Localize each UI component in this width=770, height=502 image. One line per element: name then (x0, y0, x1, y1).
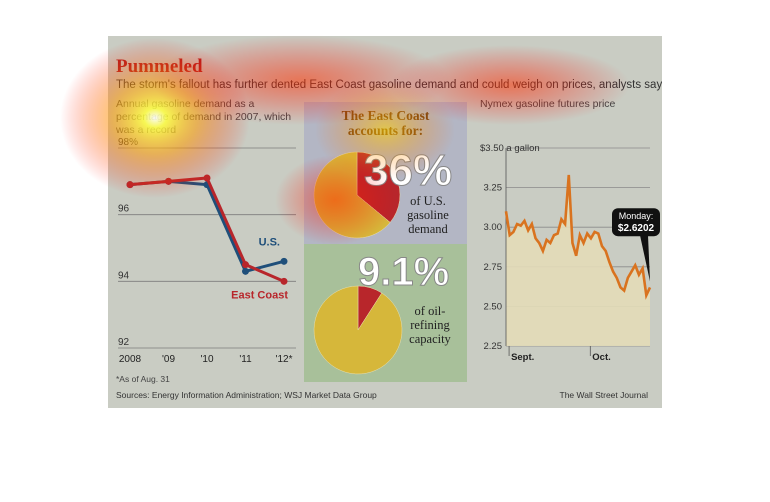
data-point (165, 177, 172, 185)
x-tick-label: 2008 (119, 354, 142, 365)
page-title: Pummeled (116, 56, 203, 77)
left-chart-label: Annual gasoline demand as a percentage o… (116, 98, 292, 136)
y-tick-label: 2.75 (484, 262, 503, 273)
pct2-caption: of oil- refining capacity (394, 304, 466, 346)
east-coast-demand-panel: The East Coast accounts for: 36% of U.S.… (304, 102, 467, 244)
data-point (126, 181, 134, 189)
y-tick-label: 3.00 (484, 222, 503, 233)
callout-value: $2.6202 (618, 223, 655, 234)
data-point (242, 261, 249, 269)
x-tick-label: Sept. (511, 352, 534, 363)
demand-line-chart: 92 94 96 98% 2008 '09 '10 '11 '12* U.S. East Coast (118, 137, 296, 365)
pct2-caption-line: of oil- (414, 304, 446, 318)
data-point (280, 277, 288, 285)
y-tick-label: 94 (118, 270, 130, 281)
pct2-caption-line: capacity (409, 332, 451, 346)
callout-line: Monday: (619, 211, 654, 221)
x-tick-label: '09 (162, 354, 175, 365)
refining-capacity-panel: 9.1% of oil- refining capacity (304, 244, 467, 382)
legend-label: East Coast (231, 289, 288, 301)
y-tick-label: $3.50 a gallon (480, 143, 540, 154)
middle-heading: The East Coast accounts for: (304, 108, 467, 138)
infographic-card: Pummeled The storm's fallout has further… (108, 36, 662, 408)
callout-bubble (612, 208, 660, 237)
pie-chart-refining (313, 285, 403, 375)
heading-line-1: The East Coast (341, 108, 430, 123)
pct-36: 36% (363, 146, 453, 196)
pct1-caption-line: demand (408, 222, 448, 236)
pct1-caption: of U.S. gasoline demand (392, 194, 464, 236)
x-tick-label: Oct. (592, 352, 610, 363)
pct1-caption-line: gasoline (407, 208, 449, 222)
pct-9-1: 9.1% (357, 250, 450, 295)
sources: Sources: Energy Information Administrati… (116, 390, 377, 400)
data-point (242, 267, 249, 275)
x-tick-label: '12* (276, 354, 293, 365)
y-tick-label: 92 (118, 337, 130, 348)
futures-price-chart: 2.25 2.50 2.75 3.00 3.25 $3.50 a gallon Sept. O… (480, 143, 660, 363)
price-area (506, 174, 650, 346)
credit: The Wall Street Journal (559, 390, 649, 400)
pct2-caption-line: refining (410, 318, 450, 332)
y-tick-label: 3.25 (484, 183, 503, 194)
y-tick-label: 2.50 (484, 301, 503, 312)
price-line (504, 174, 652, 300)
y-tick-label: 98% (118, 137, 138, 148)
right-chart-label: Nymex gasoline futures price (480, 98, 616, 110)
y-tick-label: 2.25 (484, 341, 503, 352)
y-tick-label: 96 (118, 204, 130, 215)
x-tick-label: '10 (200, 354, 213, 365)
legend-label: U.S. (259, 236, 280, 248)
heading-line-2: accounts for: (347, 123, 424, 138)
footnote: *As of Aug. 31 (116, 374, 170, 384)
pct1-caption-line: of U.S. (410, 194, 446, 208)
series-line (129, 179, 285, 274)
pie-slice (313, 285, 403, 375)
data-point (203, 174, 211, 182)
x-tick-label: '11 (239, 354, 252, 365)
subtitle: The storm's fallout has further dented E… (116, 79, 662, 91)
data-point (280, 257, 288, 265)
